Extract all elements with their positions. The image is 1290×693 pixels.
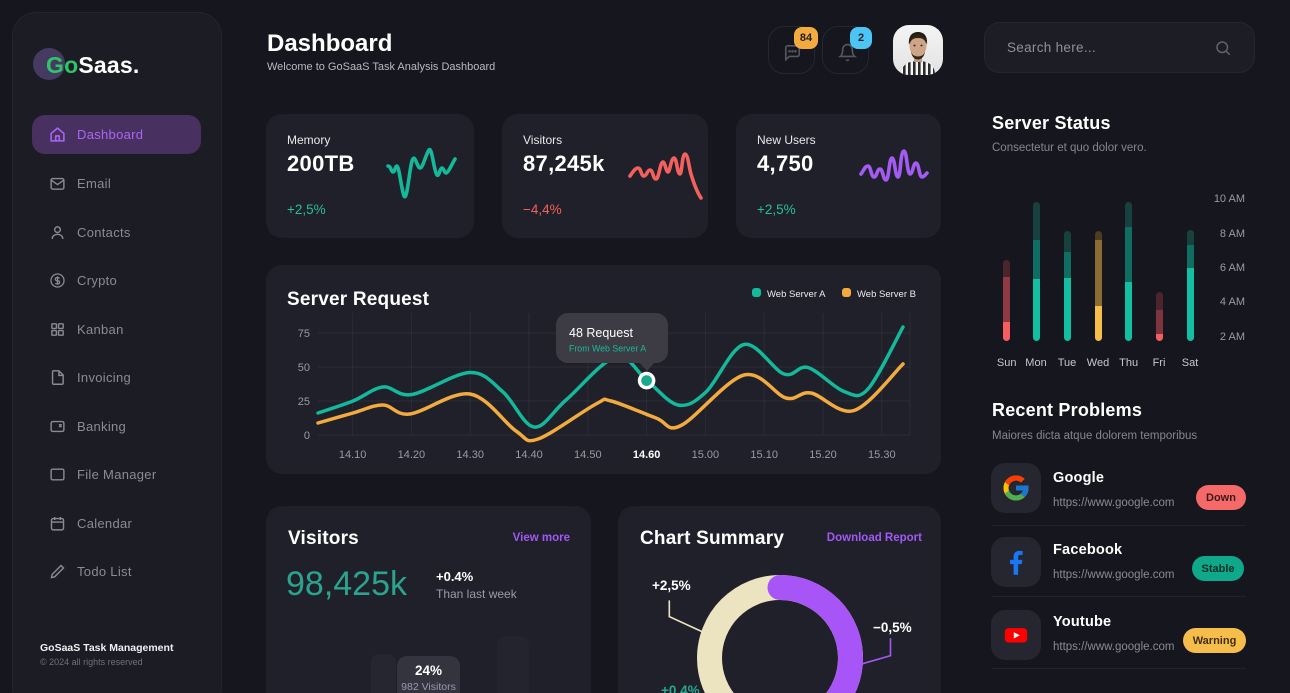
svg-text:48 Request: 48 Request bbox=[569, 326, 633, 340]
svg-text:15.20: 15.20 bbox=[809, 449, 837, 461]
svg-text:14.20: 14.20 bbox=[398, 449, 426, 461]
svg-text:14.10: 14.10 bbox=[339, 449, 367, 461]
svg-text:+0,4%: +0,4% bbox=[661, 683, 700, 693]
svg-text:75: 75 bbox=[298, 328, 310, 340]
svg-text:14.50: 14.50 bbox=[574, 449, 602, 461]
svg-text:15.10: 15.10 bbox=[750, 449, 778, 461]
svg-text:0: 0 bbox=[304, 430, 310, 442]
svg-text:25: 25 bbox=[298, 396, 310, 408]
svg-text:50: 50 bbox=[298, 362, 310, 374]
svg-text:14.40: 14.40 bbox=[515, 449, 543, 461]
svg-text:14.60: 14.60 bbox=[633, 449, 661, 461]
svg-text:15.00: 15.00 bbox=[692, 449, 720, 461]
svg-text:From Web Server A: From Web Server A bbox=[569, 344, 646, 354]
svg-text:15.30: 15.30 bbox=[868, 449, 896, 461]
svg-text:−0,5%: −0,5% bbox=[873, 620, 912, 635]
svg-text:14.30: 14.30 bbox=[456, 449, 484, 461]
svg-text:+2,5%: +2,5% bbox=[652, 578, 691, 593]
